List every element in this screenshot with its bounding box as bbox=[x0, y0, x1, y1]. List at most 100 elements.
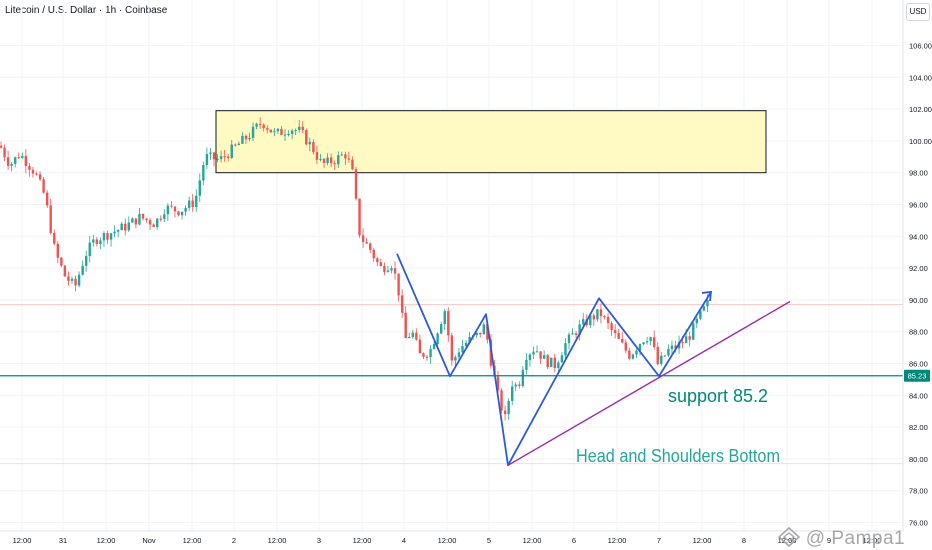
candle-body bbox=[621, 338, 624, 343]
candle-body bbox=[624, 342, 627, 351]
x-tick-label: 12:00 bbox=[438, 536, 457, 545]
candle-body bbox=[695, 318, 698, 324]
candle-body bbox=[649, 337, 652, 342]
candle-body bbox=[386, 270, 390, 272]
candle-body bbox=[560, 355, 564, 363]
x-tick-label: 12:00 bbox=[268, 536, 287, 545]
x-tick-label: 7 bbox=[657, 536, 661, 545]
candle-body bbox=[542, 355, 546, 359]
candle-body bbox=[347, 158, 351, 160]
candle-body bbox=[550, 357, 553, 367]
candle-body bbox=[234, 144, 237, 146]
candle-body bbox=[553, 357, 556, 369]
candle-body bbox=[294, 130, 297, 132]
candle-body bbox=[241, 135, 244, 144]
candle-body bbox=[42, 179, 45, 193]
y-tick-label: 78.00 bbox=[909, 487, 928, 496]
candle-body bbox=[6, 157, 10, 166]
currency-selector[interactable]: USD bbox=[906, 3, 930, 21]
candle-body bbox=[692, 323, 695, 340]
candle-body bbox=[379, 262, 383, 266]
candle-body bbox=[390, 268, 393, 271]
candle-body bbox=[645, 341, 649, 343]
candle-body bbox=[571, 333, 574, 335]
candle-body bbox=[24, 155, 28, 167]
candle-body bbox=[376, 258, 379, 263]
candle-body bbox=[574, 333, 578, 335]
x-tick-label: 12:00 bbox=[353, 536, 372, 545]
candle-body bbox=[415, 332, 418, 340]
candle-body bbox=[322, 158, 326, 164]
y-tick-label: 104.00 bbox=[909, 73, 932, 82]
candle-body bbox=[205, 154, 209, 166]
x-tick-label: 12:00 bbox=[97, 536, 116, 545]
candle-body bbox=[113, 231, 116, 234]
candle-body bbox=[642, 342, 645, 345]
candle-body bbox=[38, 174, 42, 180]
pattern-annotation: Head and Shoulders Bottom bbox=[576, 446, 780, 466]
x-axis: 12:00 31 12:00 Nov 12:00 2 12:00 3 12:00 4 12:00 5 1… bbox=[0, 530, 903, 545]
candle-body bbox=[287, 134, 290, 136]
candle-body bbox=[163, 214, 166, 219]
candle-body bbox=[216, 158, 219, 160]
candle-body bbox=[124, 223, 127, 231]
candle-body bbox=[180, 211, 184, 216]
candle-body bbox=[106, 233, 109, 240]
candle-body bbox=[152, 224, 155, 228]
candle-body bbox=[514, 384, 517, 387]
candle-body bbox=[688, 336, 691, 340]
candle-body bbox=[457, 352, 461, 358]
candle-body bbox=[660, 355, 663, 365]
candle-body bbox=[21, 155, 24, 158]
candle-body bbox=[500, 390, 503, 411]
candle-body bbox=[496, 376, 500, 391]
candle-body bbox=[432, 343, 436, 349]
candle-body bbox=[631, 354, 635, 359]
y-tick-label: 92.00 bbox=[909, 264, 928, 273]
candle-body bbox=[351, 159, 354, 170]
candle-body bbox=[212, 152, 216, 160]
candle-body bbox=[436, 333, 439, 344]
x-tick-label: 31 bbox=[59, 536, 67, 545]
candle-body bbox=[244, 135, 248, 140]
x-tick-label: 9 bbox=[827, 536, 831, 545]
candle-body bbox=[422, 353, 425, 357]
candle-body bbox=[599, 309, 603, 317]
y-tick-label: 102.00 bbox=[909, 105, 932, 114]
candle-body bbox=[301, 126, 304, 131]
candle-body bbox=[411, 332, 414, 337]
candle-body bbox=[486, 324, 489, 340]
chart-title: Litecoin / U.S. Dollar · 1h · Coinbase bbox=[5, 5, 168, 16]
candle-body bbox=[702, 306, 706, 311]
candle-body bbox=[10, 163, 13, 166]
x-tick-label: 12:00 bbox=[863, 536, 882, 545]
y-tick-label: 100.00 bbox=[909, 137, 932, 146]
candle-body bbox=[102, 233, 106, 241]
candle-body bbox=[31, 169, 35, 174]
candle-body bbox=[635, 350, 638, 355]
watermark-text: @ Pampa1 bbox=[805, 528, 906, 549]
candle-body bbox=[340, 154, 343, 156]
candle-body bbox=[141, 213, 145, 219]
candle-body bbox=[656, 346, 659, 365]
candle-body bbox=[127, 222, 130, 231]
candle-body bbox=[454, 357, 457, 361]
candle-body bbox=[482, 324, 485, 335]
candle-body bbox=[425, 356, 429, 358]
candle-body bbox=[617, 333, 620, 339]
candle-body bbox=[67, 276, 70, 281]
x-tick-label: 3 bbox=[317, 536, 321, 545]
candle-body bbox=[358, 198, 361, 236]
candle-body bbox=[177, 211, 180, 216]
candle-body bbox=[528, 354, 532, 360]
watermark-logo-icon bbox=[778, 527, 800, 547]
candle-body bbox=[511, 386, 514, 402]
candle-body bbox=[14, 157, 17, 164]
candle-body bbox=[638, 344, 642, 351]
candle-body bbox=[408, 336, 411, 339]
candle-body bbox=[45, 192, 49, 206]
candle-body bbox=[589, 315, 592, 326]
candle-body bbox=[305, 130, 308, 145]
candle-body bbox=[333, 163, 336, 165]
